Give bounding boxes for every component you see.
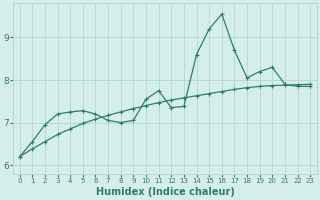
X-axis label: Humidex (Indice chaleur): Humidex (Indice chaleur): [96, 187, 234, 197]
